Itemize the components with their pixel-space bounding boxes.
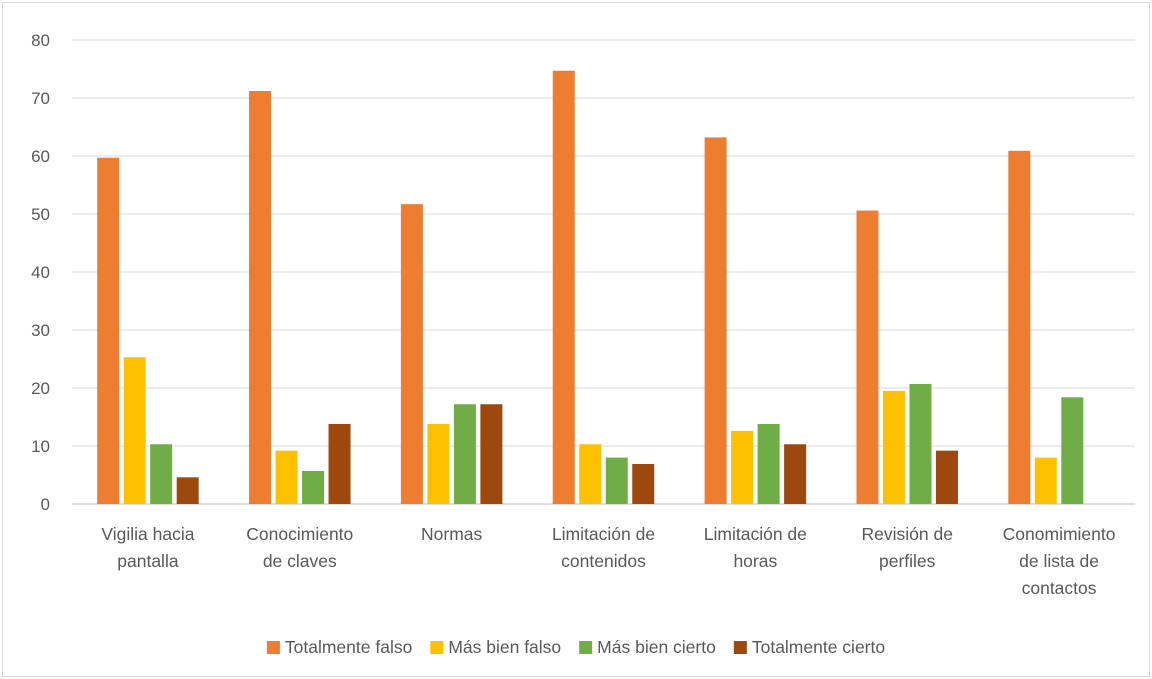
y-tick-label: 50 bbox=[31, 205, 50, 224]
x-tick-label: de claves bbox=[263, 551, 337, 571]
bar bbox=[882, 390, 905, 504]
bar bbox=[757, 423, 780, 504]
bar bbox=[1008, 150, 1031, 504]
y-tick-label: 30 bbox=[31, 321, 50, 340]
y-tick-label: 20 bbox=[31, 379, 50, 398]
bar bbox=[1061, 397, 1084, 504]
x-tick-label: pantalla bbox=[117, 551, 179, 571]
x-tick-label: contenidos bbox=[561, 551, 646, 571]
legend-swatch bbox=[733, 641, 747, 654]
bar bbox=[605, 457, 628, 504]
bar bbox=[400, 204, 423, 504]
bar bbox=[704, 137, 727, 504]
x-tick-label: contactos bbox=[1022, 578, 1097, 598]
y-tick-label: 60 bbox=[31, 147, 50, 166]
bar bbox=[935, 450, 958, 504]
y-tick-label: 10 bbox=[31, 437, 50, 456]
x-tick-label: Revisión de bbox=[861, 524, 952, 544]
legend-label: Totalmente falso bbox=[285, 637, 412, 657]
bar bbox=[249, 91, 272, 504]
legend-swatch bbox=[266, 641, 280, 654]
legend-label: Más bien falso bbox=[448, 637, 561, 657]
y-tick-label: 70 bbox=[31, 89, 50, 108]
x-tick-label: perfiles bbox=[879, 551, 936, 571]
x-tick-label: de lista de bbox=[1019, 551, 1099, 571]
y-tick-label: 80 bbox=[31, 31, 50, 50]
legend-swatch bbox=[430, 641, 444, 654]
x-tick-label: Vigilia hacia bbox=[101, 524, 194, 544]
bar bbox=[909, 383, 932, 504]
bar bbox=[632, 463, 655, 504]
bar bbox=[552, 70, 575, 505]
x-tick-label: horas bbox=[733, 551, 777, 571]
bar bbox=[150, 444, 173, 504]
bar bbox=[97, 157, 120, 505]
x-tick-label: Limitación de bbox=[552, 524, 655, 544]
y-tick-label: 0 bbox=[41, 495, 50, 514]
bar bbox=[856, 210, 879, 504]
bar bbox=[731, 430, 754, 504]
bar bbox=[427, 423, 450, 504]
bar bbox=[1034, 457, 1057, 504]
x-tick-label: Normas bbox=[421, 524, 483, 544]
x-tick-label: Conocimiento bbox=[246, 524, 353, 544]
legend-swatch bbox=[579, 641, 593, 654]
legend-label: Totalmente cierto bbox=[752, 637, 885, 657]
x-tick-label: Conomimiento bbox=[1003, 524, 1116, 544]
bar bbox=[176, 477, 199, 504]
bar bbox=[784, 444, 807, 504]
bar bbox=[480, 404, 503, 504]
bar bbox=[579, 444, 602, 504]
bar bbox=[302, 470, 325, 504]
x-tick-label: Limitación de bbox=[704, 524, 807, 544]
legend-label: Más bien cierto bbox=[597, 637, 716, 657]
bar bbox=[275, 450, 298, 504]
bar bbox=[328, 423, 351, 504]
y-tick-label: 40 bbox=[31, 263, 50, 282]
bar bbox=[453, 404, 476, 504]
bar bbox=[123, 357, 146, 504]
